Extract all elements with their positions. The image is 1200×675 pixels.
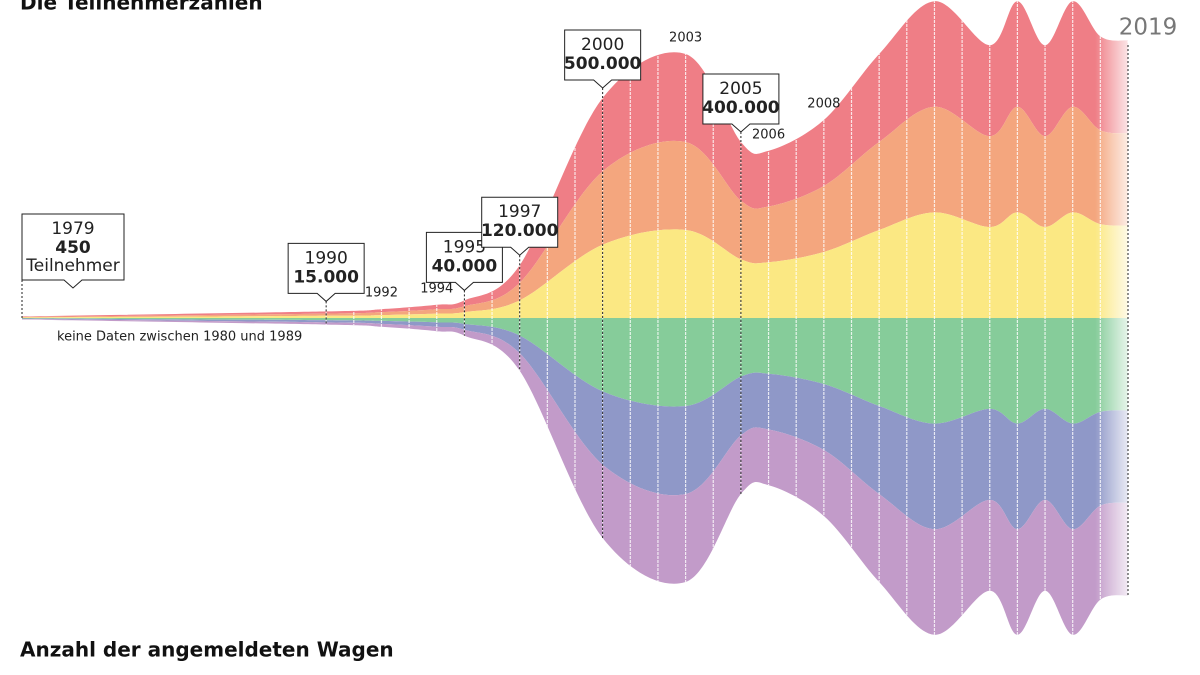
callout-box <box>481 196 559 256</box>
year-label: 1994 <box>420 281 453 296</box>
callout-box <box>564 29 642 89</box>
chart-subtitle: Anzahl der angemeldeten Wagen <box>20 638 394 662</box>
callout-year: 1979 <box>51 219 94 239</box>
callout-year: 1990 <box>305 248 348 268</box>
callout-year: 1995 <box>443 237 486 257</box>
callout-value: 15.000 <box>293 267 359 287</box>
callout-value: 450 <box>55 238 91 258</box>
year-label: 2006 <box>752 127 785 142</box>
callout-value: 500.000 <box>564 54 642 74</box>
end-year: 2019 <box>1119 15 1178 41</box>
callout-value: 40.000 <box>432 256 498 276</box>
year-label: 2003 <box>669 31 702 46</box>
callout-value: 120.000 <box>481 221 559 241</box>
year-label: 2008 <box>807 97 840 112</box>
callout-year: 2005 <box>719 79 762 99</box>
stream-band <box>22 318 1128 530</box>
callout-box <box>702 73 780 133</box>
stream-band <box>22 1 1128 317</box>
callout-box <box>287 242 365 303</box>
callout-value: 400.000 <box>702 98 780 118</box>
callout-box <box>21 213 125 289</box>
callout-year: 1997 <box>498 202 541 222</box>
callout-unit: Teilnehmer <box>25 256 119 276</box>
callout-year: 2000 <box>581 35 624 55</box>
chart-title: Die Teilnehmerzahlen <box>20 0 263 15</box>
fade <box>1095 1 1128 635</box>
year-label: 1992 <box>365 286 398 301</box>
annotation: keine Daten zwischen 1980 und 1989 <box>57 330 302 345</box>
